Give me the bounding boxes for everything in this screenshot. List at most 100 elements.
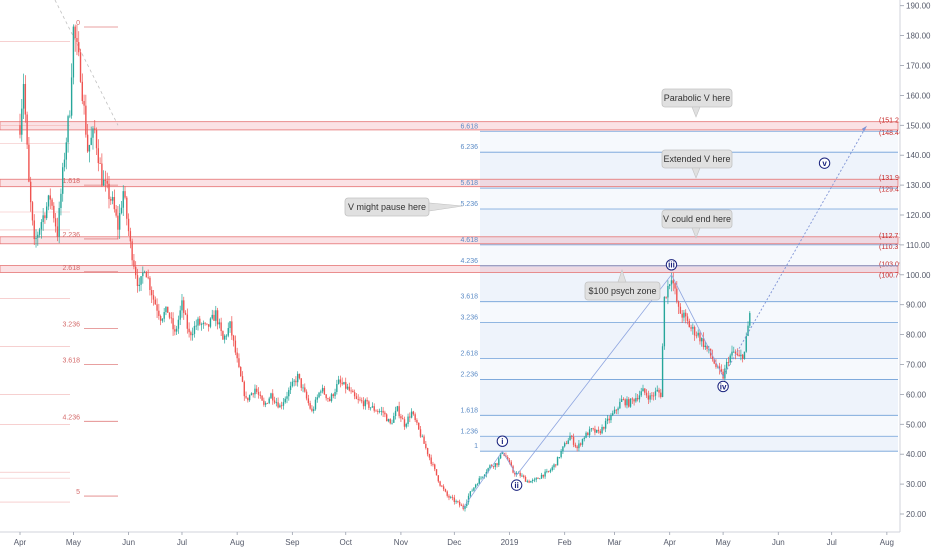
y-tick-label: 30.00 — [906, 480, 927, 489]
x-tick-label: Mar — [608, 538, 622, 547]
candle-body — [275, 402, 278, 404]
candle-body — [206, 323, 208, 325]
callout-box: V might pause here — [344, 197, 464, 217]
candle-body — [393, 416, 395, 423]
candle-body — [325, 394, 327, 399]
candle-body — [496, 463, 498, 466]
wave-label-text: i — [501, 437, 503, 446]
fib-level-label: 3.236 — [460, 315, 478, 322]
candle-body — [37, 234, 39, 238]
candle-body — [667, 285, 669, 298]
candle-body — [129, 231, 132, 242]
candle-body — [257, 391, 260, 395]
candle-body — [608, 418, 610, 421]
candle-body — [563, 443, 566, 447]
candle-body — [405, 423, 407, 427]
price-zone — [0, 265, 899, 273]
candle-body — [28, 144, 30, 182]
candle-body — [277, 402, 279, 408]
callout-text: V could end here — [663, 214, 731, 224]
candle-body — [38, 229, 41, 235]
candle-body — [686, 316, 689, 321]
candle-body — [111, 197, 114, 201]
candle-body — [110, 199, 112, 201]
fib-level-label: 2.618 — [460, 351, 478, 358]
candle-body — [738, 354, 740, 357]
candle-body — [419, 429, 422, 437]
candle-body — [619, 401, 621, 409]
candle-body — [26, 114, 28, 145]
y-tick-label: 180.00 — [906, 32, 931, 41]
candle-body — [437, 475, 439, 482]
candle-body — [384, 412, 386, 415]
candle-body — [466, 502, 468, 507]
candle-body — [291, 381, 294, 386]
candle-body — [355, 396, 358, 399]
y-tick-label: 40.00 — [906, 450, 927, 459]
wave-label-iv: iv — [717, 380, 729, 393]
candle-body — [346, 386, 349, 389]
candle-body — [733, 351, 735, 353]
candle-body — [601, 426, 603, 434]
elliott-wave-path — [462, 274, 724, 509]
candle-body — [154, 299, 156, 305]
candle-body — [410, 411, 413, 418]
candle-body — [140, 276, 142, 285]
candle-body — [202, 322, 205, 325]
candle-body — [562, 446, 564, 452]
candle-body — [432, 463, 434, 465]
candle-body — [441, 485, 443, 487]
candle-body — [638, 395, 641, 400]
candle-body — [232, 335, 235, 341]
candle-body — [231, 321, 233, 336]
candle-body — [307, 398, 310, 404]
zone-low-label: (129.47) — [879, 187, 905, 194]
candle-body — [357, 398, 359, 400]
candle-body — [683, 312, 685, 318]
fib-band — [480, 265, 898, 302]
fib-level-label: 4.236 — [62, 414, 80, 421]
candle-body — [22, 83, 25, 109]
wave-label-text: v — [822, 159, 827, 168]
candle-body — [168, 312, 171, 318]
candle-body — [254, 388, 256, 395]
wave-label-text: ii — [514, 481, 518, 490]
candle-body — [539, 478, 541, 480]
candle-body — [245, 396, 247, 398]
candle-body — [339, 379, 342, 383]
x-tick-label: May — [716, 538, 731, 547]
candle-body — [551, 467, 553, 471]
candle-body — [190, 332, 192, 336]
fib-band — [480, 436, 898, 452]
candle-body — [313, 409, 315, 411]
candle-body — [476, 483, 479, 485]
candle-body — [685, 312, 687, 317]
candle-body — [749, 313, 751, 326]
candle-body — [330, 394, 333, 402]
candle-body — [631, 398, 634, 400]
candle-body — [296, 373, 299, 383]
wave-label-i: i — [496, 435, 509, 447]
fib-level-label: 2.236 — [62, 232, 80, 239]
candle-body — [583, 437, 585, 440]
candle-body — [514, 472, 516, 475]
candle-body — [240, 366, 242, 377]
candle-body — [227, 328, 229, 336]
candle-body — [407, 416, 409, 424]
candle-body — [295, 380, 297, 383]
candle-body — [665, 296, 667, 298]
candle-body — [362, 401, 365, 407]
candle-body — [418, 422, 420, 430]
candle-body — [350, 390, 352, 392]
candle-body — [423, 436, 425, 444]
candle-body — [293, 380, 295, 382]
fib-level-label: 6.618 — [460, 123, 478, 130]
candle-body — [259, 394, 261, 396]
candle-body — [724, 368, 726, 379]
candle-body — [264, 403, 267, 405]
candle-body — [343, 382, 345, 385]
candle-body — [640, 391, 642, 396]
fib-level-label: 5 — [76, 489, 80, 496]
candle-body — [86, 134, 89, 152]
